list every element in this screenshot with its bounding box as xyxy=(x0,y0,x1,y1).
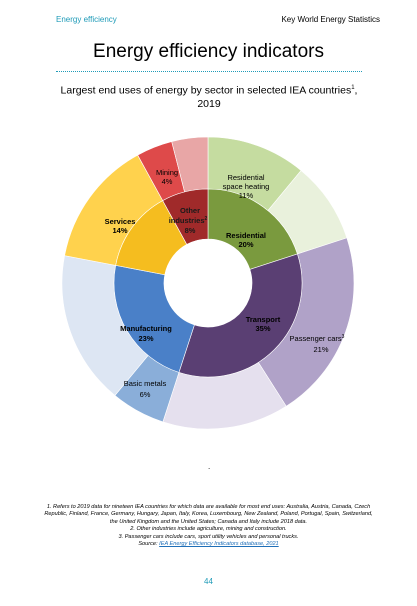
label-residential-pct: 20% xyxy=(238,240,253,249)
label-transport: Transport xyxy=(246,315,281,324)
section-title: Energy efficiency xyxy=(56,15,117,24)
label-services: Services xyxy=(105,217,136,226)
chart-title-line2: 2019 xyxy=(197,97,221,110)
source-link[interactable]: IEA Energy Efficiency Indicators databas… xyxy=(159,541,279,548)
label-transport-pct: 35% xyxy=(255,324,270,333)
label-res-space-1: Residential xyxy=(227,173,264,182)
label-res-space-2: space heating xyxy=(223,182,270,191)
title-divider xyxy=(56,71,362,72)
source-line: Source: IEA Energy Efficiency Indicators… xyxy=(40,541,377,548)
label-res-space-pct: 11% xyxy=(239,191,254,200)
book-title: Key World Energy Statistics xyxy=(281,15,380,24)
label-other-sup: 2 xyxy=(205,216,208,222)
label-passenger-sup: 3 xyxy=(342,334,345,340)
label-other-1: Other xyxy=(180,206,200,215)
label-basic-metals-pct: 6% xyxy=(140,390,151,399)
label-other-2: industries2 xyxy=(169,216,208,225)
label-passenger: Passenger cars3 xyxy=(290,334,345,343)
label-other-pct: 8% xyxy=(185,226,196,235)
footnotes: 1. Refers to 2019 data for nineteen IEA … xyxy=(40,504,377,548)
label-other-2-text: industries xyxy=(169,216,205,225)
outer-ring xyxy=(61,136,355,430)
label-manufacturing: Manufacturing xyxy=(120,324,172,333)
footnote-1: 1. Refers to 2019 data for nineteen IEA … xyxy=(44,504,373,525)
page-title: Energy efficiency indicators xyxy=(93,41,324,62)
chart-title: Largest end uses of energy by sector in … xyxy=(60,84,358,110)
stray-dot: . xyxy=(208,462,211,471)
footnote-2: 2. Other industries include agriculture,… xyxy=(130,526,287,533)
label-residential: Residential xyxy=(226,231,266,240)
label-passenger-pct: 21% xyxy=(313,345,328,354)
label-passenger-text: Passenger cars xyxy=(290,334,342,343)
chart-title-footnote: 1 xyxy=(351,85,355,91)
label-services-pct: 14% xyxy=(112,226,127,235)
label-basic-metals: Basic metals xyxy=(124,379,167,388)
source-prefix: Source: xyxy=(138,541,160,548)
chart-title-line1: Largest end uses of energy by sector in … xyxy=(60,84,352,97)
label-manufacturing-pct: 23% xyxy=(138,334,153,343)
page-number: 44 xyxy=(204,577,213,586)
label-mining-pct: 4% xyxy=(162,177,173,186)
inner-ring xyxy=(113,188,303,378)
label-mining: Mining xyxy=(156,168,178,177)
donut-hole xyxy=(164,239,252,327)
footnote-3: 3. Passenger cars include cars, sport ut… xyxy=(118,533,299,540)
